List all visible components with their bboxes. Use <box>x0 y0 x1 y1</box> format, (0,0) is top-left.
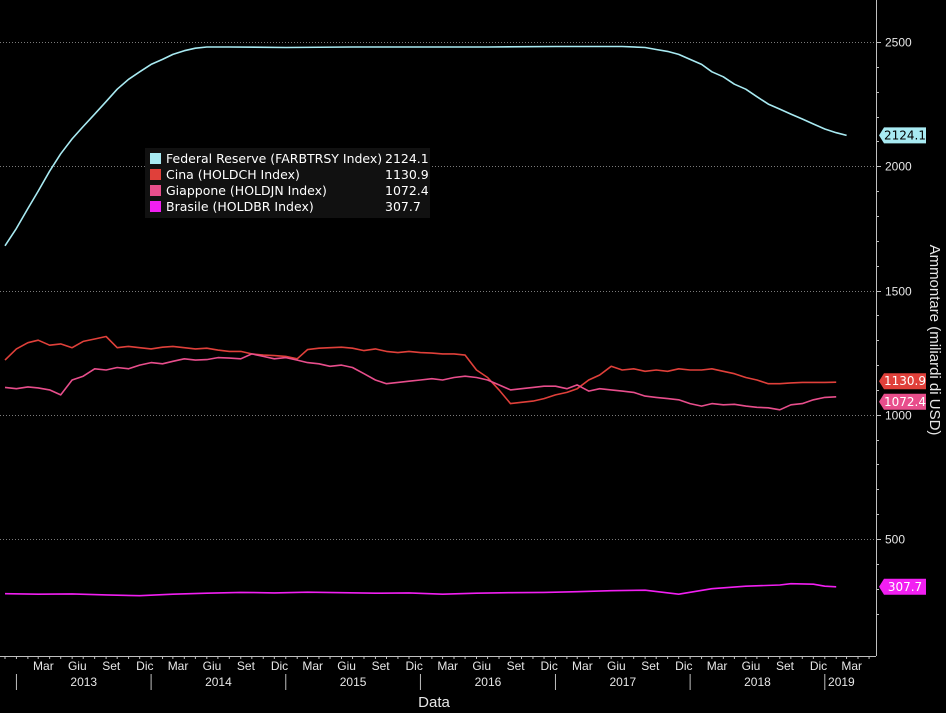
series-line-3 <box>4 582 837 597</box>
x-tick-label: Set <box>102 659 121 673</box>
x-tick-label: Set <box>372 659 391 673</box>
x-tick-label: Giu <box>337 659 356 673</box>
legend: Federal Reserve (FARBTRSY Index) 2124.1Ci… <box>145 148 430 218</box>
legend-entry-2: Giappone (HOLDJN Index) 1072.4 <box>150 183 429 198</box>
legend-background <box>145 148 430 218</box>
x-year-label: 2019 <box>828 675 855 689</box>
badge-value: 1130.9 <box>884 374 926 388</box>
x-axis-title: Data <box>418 694 450 711</box>
x-year-label: 2013 <box>70 675 97 689</box>
x-year-label: 2014 <box>205 675 232 689</box>
x-tick-label: Giu <box>742 659 761 673</box>
x-tick-label: Mar <box>841 659 862 673</box>
grid-lines <box>0 42 876 540</box>
x-tick-label: Mar <box>572 659 593 673</box>
legend-label: Cina (HOLDCH Index) <box>166 167 300 182</box>
last-value-badge-3: 307.7 <box>879 578 926 595</box>
series-line-2 <box>4 353 837 411</box>
x-tick-label: Mar <box>707 659 728 673</box>
x-tick-label: Set <box>507 659 526 673</box>
legend-label: Brasile (HOLDBR Index) <box>166 199 314 214</box>
legend-label: Giappone (HOLDJN Index) <box>166 183 327 198</box>
x-tick-label: Dic <box>271 659 288 673</box>
x-year-label: 2018 <box>744 675 771 689</box>
y-tick-label-1500: 1500 <box>885 285 912 299</box>
legend-swatch <box>150 201 161 212</box>
badge-shape <box>879 127 926 144</box>
x-year-label: 2015 <box>340 675 367 689</box>
x-tick-label: Dic <box>541 659 558 673</box>
y-tick-label-500: 500 <box>885 533 905 547</box>
legend-entry-1: Cina (HOLDCH Index) 1130.9 <box>150 167 429 182</box>
x-year-label: 2016 <box>475 675 502 689</box>
x-tick-label: Dic <box>405 659 422 673</box>
x-year-label: 2017 <box>609 675 636 689</box>
badge-value: 1072.4 <box>884 395 926 409</box>
x-tick-label: Mar <box>302 659 323 673</box>
series-line-1 <box>4 335 837 405</box>
x-tick-label: Dic <box>136 659 153 673</box>
x-axis-ticks: Mar Giu Set Dic Mar Giu Set Dic Mar Giu Set Dic Mar G… <box>4 656 870 690</box>
badge-value: 307.7 <box>888 580 922 594</box>
legend-value: 1072.4 <box>385 183 429 198</box>
last-value-badge-2: 1072.4 <box>879 393 926 410</box>
x-tick-label: Set <box>237 659 256 673</box>
last-value-badge-0: 2124.1 <box>879 127 926 144</box>
legend-entry-3: Brasile (HOLDBR Index) 307.7 <box>150 199 421 214</box>
last-value-badge-1: 1130.9 <box>879 373 926 390</box>
badge-shape <box>879 373 926 390</box>
badge-value: 2124.1 <box>884 128 926 142</box>
legend-swatch <box>150 153 161 164</box>
y-axis-title: Ammontare (miliardi di USD) <box>926 245 943 436</box>
x-tick-label: Set <box>776 659 795 673</box>
series-lines <box>4 45 847 597</box>
badge-shape <box>879 578 926 595</box>
legend-value: 307.7 <box>385 199 421 214</box>
legend-value: 1130.9 <box>385 167 429 182</box>
y-tick-label-2000: 2000 <box>885 160 912 174</box>
y-tick-label-1000: 1000 <box>885 409 912 423</box>
x-tick-label: Mar <box>437 659 458 673</box>
legend-value: 2124.1 <box>385 151 429 166</box>
y-tick-label-2500: 2500 <box>885 36 912 50</box>
x-tick-label: Giu <box>607 659 626 673</box>
x-tick-label: Dic <box>675 659 692 673</box>
x-tick-label: Giu <box>68 659 87 673</box>
x-tick-label: Giu <box>472 659 491 673</box>
legend-swatch <box>150 169 161 180</box>
y-axis-ticks: 500 1000 1500 2000 2500 <box>876 36 912 615</box>
x-tick-label: Mar <box>33 659 54 673</box>
legend-entry-0: Federal Reserve (FARBTRSY Index) 2124.1 <box>150 151 429 166</box>
x-tick-label: Giu <box>203 659 222 673</box>
legend-swatch <box>150 185 161 196</box>
x-tick-label: Dic <box>810 659 827 673</box>
last-value-badges: 2124.1 1130.9 1072.4 307.7 <box>879 127 926 595</box>
series-line-0 <box>4 45 847 247</box>
x-tick-label: Set <box>641 659 660 673</box>
legend-label: Federal Reserve (FARBTRSY Index) <box>166 151 382 166</box>
x-tick-label: Mar <box>168 659 189 673</box>
badge-shape <box>879 393 926 410</box>
